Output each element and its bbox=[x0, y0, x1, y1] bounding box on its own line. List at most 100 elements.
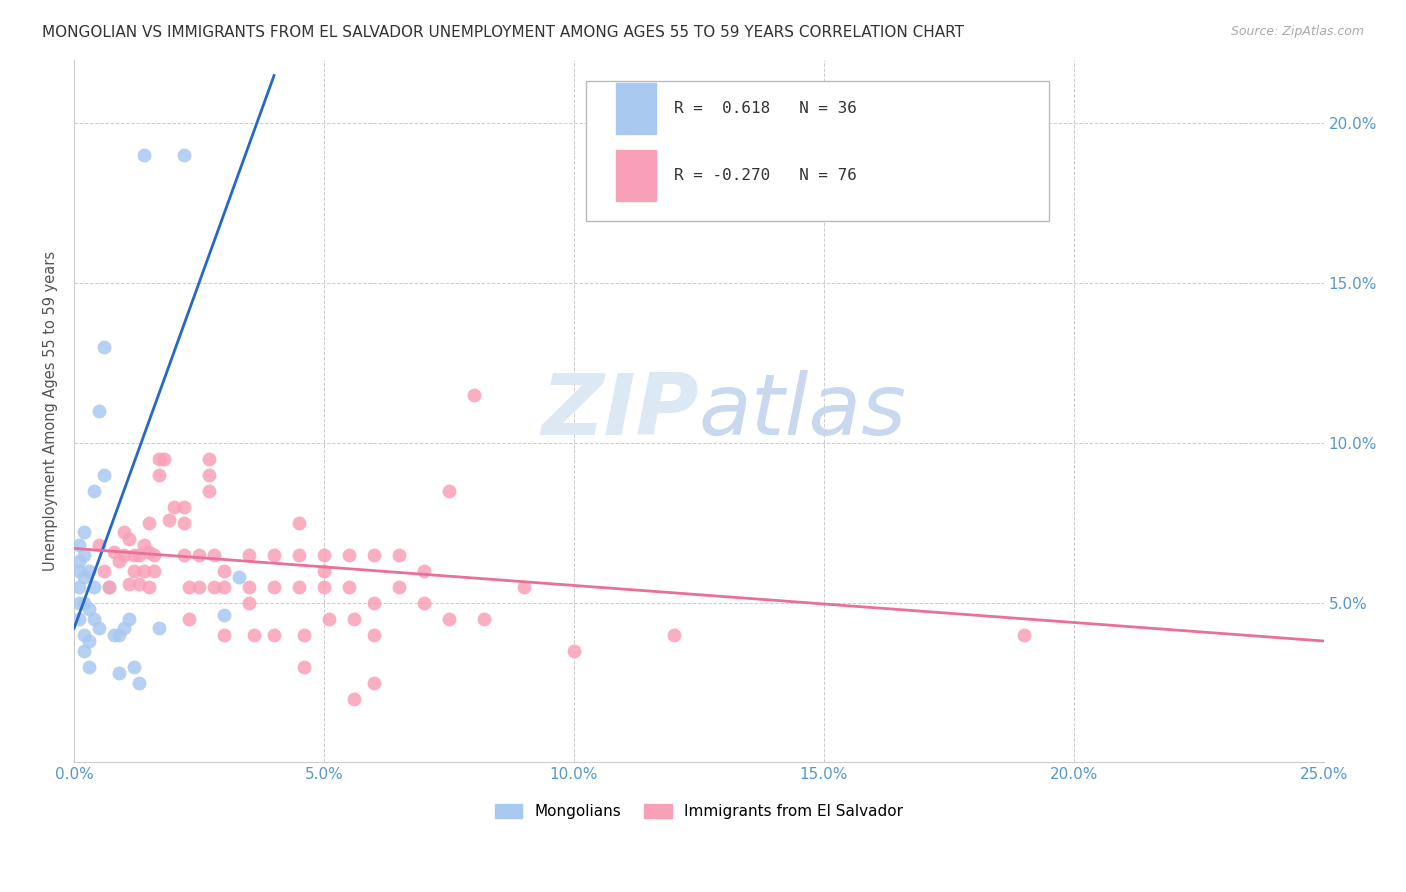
Point bbox=[128, 548, 150, 562]
Point bbox=[143, 564, 166, 578]
Point bbox=[122, 564, 145, 578]
Point bbox=[87, 538, 110, 552]
Point bbox=[112, 525, 135, 540]
Point bbox=[363, 548, 385, 562]
Point bbox=[108, 665, 131, 680]
Point bbox=[662, 627, 685, 641]
Point bbox=[87, 621, 110, 635]
Point bbox=[288, 548, 311, 562]
Point bbox=[163, 500, 186, 514]
Text: ZIP: ZIP bbox=[541, 369, 699, 452]
Point bbox=[67, 596, 90, 610]
Point bbox=[67, 612, 90, 626]
Point bbox=[177, 580, 200, 594]
Point bbox=[173, 548, 195, 562]
Point bbox=[67, 564, 90, 578]
Point bbox=[337, 580, 360, 594]
Point bbox=[388, 580, 411, 594]
FancyBboxPatch shape bbox=[616, 84, 657, 134]
Point bbox=[177, 612, 200, 626]
Point bbox=[98, 580, 121, 594]
Legend: Mongolians, Immigrants from El Salvador: Mongolians, Immigrants from El Salvador bbox=[489, 797, 910, 825]
Point bbox=[87, 404, 110, 418]
Point bbox=[413, 596, 436, 610]
Point bbox=[288, 516, 311, 530]
Point bbox=[138, 544, 160, 558]
Point bbox=[118, 612, 141, 626]
Point bbox=[243, 627, 266, 641]
Point bbox=[263, 548, 285, 562]
Point bbox=[83, 612, 105, 626]
Point bbox=[83, 580, 105, 594]
Point bbox=[103, 627, 125, 641]
Point bbox=[288, 580, 311, 594]
Point bbox=[212, 608, 235, 623]
Point bbox=[513, 580, 536, 594]
Y-axis label: Unemployment Among Ages 55 to 59 years: Unemployment Among Ages 55 to 59 years bbox=[44, 251, 58, 571]
Point bbox=[73, 596, 96, 610]
Point bbox=[108, 554, 131, 568]
Point bbox=[238, 548, 260, 562]
Point bbox=[472, 612, 495, 626]
Point bbox=[198, 452, 221, 467]
Point bbox=[238, 596, 260, 610]
FancyBboxPatch shape bbox=[586, 80, 1049, 221]
Point bbox=[98, 580, 121, 594]
Text: atlas: atlas bbox=[699, 369, 907, 452]
Point bbox=[108, 627, 131, 641]
Point bbox=[188, 548, 211, 562]
Point bbox=[202, 580, 225, 594]
Point bbox=[93, 467, 115, 482]
Point bbox=[263, 580, 285, 594]
Point bbox=[157, 513, 180, 527]
Point bbox=[148, 467, 170, 482]
Point bbox=[83, 483, 105, 498]
Point bbox=[363, 596, 385, 610]
Point bbox=[128, 576, 150, 591]
Text: Source: ZipAtlas.com: Source: ZipAtlas.com bbox=[1230, 25, 1364, 38]
Point bbox=[343, 612, 366, 626]
Point bbox=[77, 564, 100, 578]
Point bbox=[153, 452, 176, 467]
Point bbox=[343, 691, 366, 706]
Point bbox=[318, 612, 340, 626]
Point bbox=[67, 580, 90, 594]
Point bbox=[132, 538, 155, 552]
Point bbox=[312, 564, 335, 578]
Point bbox=[118, 532, 141, 546]
Point bbox=[148, 452, 170, 467]
Point bbox=[437, 612, 460, 626]
Point bbox=[363, 627, 385, 641]
Point bbox=[212, 580, 235, 594]
Point bbox=[132, 564, 155, 578]
Point bbox=[388, 548, 411, 562]
Point bbox=[73, 627, 96, 641]
Point bbox=[73, 570, 96, 584]
Point bbox=[173, 500, 195, 514]
Point bbox=[67, 538, 90, 552]
Point bbox=[122, 548, 145, 562]
Point bbox=[112, 548, 135, 562]
Point bbox=[173, 516, 195, 530]
Point bbox=[173, 148, 195, 162]
Point bbox=[463, 388, 485, 402]
Point bbox=[148, 621, 170, 635]
Point bbox=[143, 548, 166, 562]
Point bbox=[413, 564, 436, 578]
Point bbox=[337, 548, 360, 562]
Point bbox=[138, 580, 160, 594]
Point bbox=[202, 548, 225, 562]
Text: MONGOLIAN VS IMMIGRANTS FROM EL SALVADOR UNEMPLOYMENT AMONG AGES 55 TO 59 YEARS : MONGOLIAN VS IMMIGRANTS FROM EL SALVADOR… bbox=[42, 25, 965, 40]
Point bbox=[312, 580, 335, 594]
Point bbox=[138, 516, 160, 530]
Point bbox=[118, 576, 141, 591]
Point bbox=[292, 627, 315, 641]
Point bbox=[93, 564, 115, 578]
Point bbox=[363, 675, 385, 690]
Point bbox=[77, 602, 100, 616]
Point bbox=[132, 148, 155, 162]
Point bbox=[312, 548, 335, 562]
Point bbox=[228, 570, 250, 584]
Point bbox=[238, 580, 260, 594]
Point bbox=[198, 483, 221, 498]
